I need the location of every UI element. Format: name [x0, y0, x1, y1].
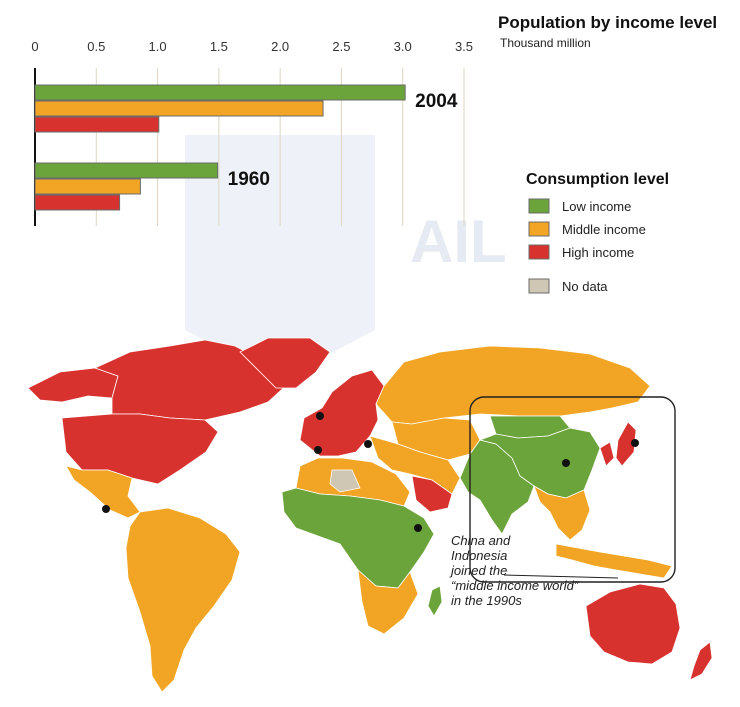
region-russia: [375, 345, 651, 425]
x-tick-label: 2.0: [271, 39, 289, 54]
bars: [34, 84, 406, 211]
region-japan: [615, 421, 637, 467]
region-saudi-arabia: [411, 475, 453, 513]
legend-swatch-high-income: [528, 244, 550, 260]
region-southeast-asia: [533, 485, 591, 541]
region-korea: [599, 441, 615, 467]
bar-2004-middle-income: [34, 100, 324, 117]
region-indonesia: [555, 543, 673, 579]
region-china: [478, 427, 601, 499]
bar-1960-low-income: [34, 162, 219, 179]
chart-subtitle: Thousand million: [500, 36, 591, 50]
legend-label-no-data: No data: [562, 279, 608, 294]
x-tick-label: 0: [31, 39, 38, 54]
legend-label-middle-income: Middle income: [562, 222, 646, 237]
x-tick-label: 1.5: [210, 39, 228, 54]
region-madagascar: [427, 585, 443, 617]
region-new-zealand: [689, 641, 713, 681]
legend-label-low-income: Low income: [562, 199, 631, 214]
city-marker-tokyo: [631, 439, 639, 447]
x-tick-label: 0.5: [87, 39, 105, 54]
x-tick-label: 2.5: [332, 39, 350, 54]
x-tick-label: 1.0: [149, 39, 167, 54]
legend-swatch-no-data: [528, 278, 550, 294]
x-tick-labels: 0 0.5 1.0 1.5 2.0 2.5 3.0 3.5: [31, 39, 473, 54]
city-marker-mexico-city: [102, 505, 110, 513]
region-canada: [93, 339, 291, 421]
region-greenland: [239, 337, 331, 389]
annotation-line-1: China and: [451, 533, 511, 548]
annotation-line-3: joined the: [449, 563, 507, 578]
region-sub-saharan-africa: [281, 487, 435, 589]
annotation-leader-line: [503, 574, 619, 579]
legend-label-high-income: High income: [562, 245, 634, 260]
watermark-text: AIL: [410, 208, 507, 275]
bar-chart: Population by income level Thousand mill…: [31, 13, 717, 226]
region-australia: [585, 583, 681, 665]
city-marker-madrid: [314, 446, 322, 454]
bar-1960-high-income: [34, 194, 121, 211]
legend: Consumption level Low income Middle inco…: [526, 171, 669, 294]
annotation: China and Indonesia joined the “middle i…: [449, 533, 579, 608]
asia-highlight-box: [469, 396, 676, 583]
region-alaska: [27, 367, 119, 403]
city-marker-beijing: [562, 459, 570, 467]
bar-2004-high-income: [34, 116, 160, 133]
x-tick-label: 3.5: [455, 39, 473, 54]
x-tick-label: 3.0: [394, 39, 412, 54]
year-label-2004: 2004: [415, 91, 458, 112]
region-western-sahara: [329, 469, 361, 493]
bar-2004-low-income: [34, 84, 406, 101]
city-marker-rome: [364, 440, 372, 448]
bar-1960-middle-income: [34, 178, 141, 195]
watermark-shield: [185, 135, 375, 380]
region-south-america: [125, 507, 241, 693]
city-marker-london: [316, 412, 324, 420]
city-marker-nairobi: [414, 524, 422, 532]
chart-title: Population by income level: [498, 13, 717, 32]
watermark: AIL: [185, 135, 507, 380]
annotation-line-4: “middle income world”: [451, 578, 579, 593]
legend-swatch-low-income: [528, 198, 550, 214]
year-label-1960: 1960: [228, 169, 270, 190]
annotation-line-2: Indonesia: [451, 548, 507, 563]
annotation-line-5: in the 1990s: [451, 593, 522, 608]
world-map: [27, 337, 713, 693]
legend-swatch-middle-income: [528, 221, 550, 237]
legend-title: Consumption level: [526, 171, 669, 188]
region-southern-africa: [357, 568, 419, 635]
